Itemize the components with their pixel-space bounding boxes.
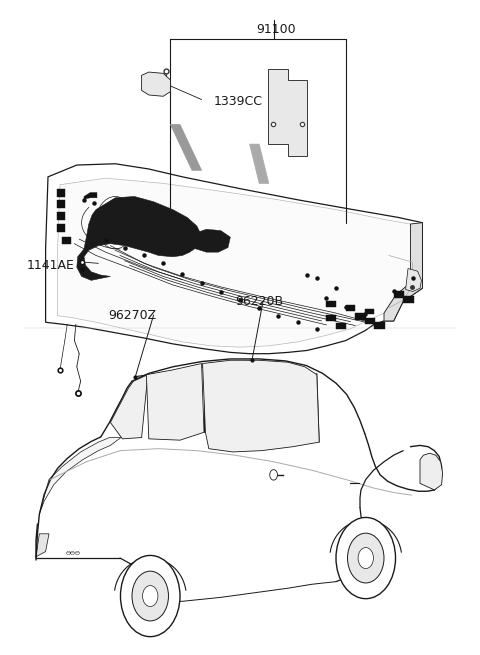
Circle shape <box>348 533 384 583</box>
Bar <box>57 189 65 196</box>
Polygon shape <box>110 375 148 439</box>
Polygon shape <box>384 223 422 321</box>
Bar <box>57 224 65 232</box>
Circle shape <box>132 571 168 621</box>
Bar <box>394 291 404 298</box>
Circle shape <box>358 548 373 569</box>
Polygon shape <box>203 360 319 452</box>
Bar <box>326 301 336 307</box>
Circle shape <box>336 517 396 599</box>
Polygon shape <box>146 364 204 440</box>
Polygon shape <box>36 534 49 557</box>
Polygon shape <box>46 164 422 354</box>
Polygon shape <box>268 69 307 156</box>
Circle shape <box>270 470 277 480</box>
Circle shape <box>96 196 134 249</box>
Polygon shape <box>142 72 170 96</box>
Circle shape <box>120 555 180 637</box>
Polygon shape <box>170 124 202 170</box>
Text: 96220B: 96220B <box>235 295 283 308</box>
Text: 1141AE: 1141AE <box>26 259 74 272</box>
Text: 96270Z: 96270Z <box>108 309 156 322</box>
Bar <box>346 305 355 311</box>
Polygon shape <box>250 144 269 183</box>
Bar <box>57 200 65 208</box>
Bar <box>326 315 336 321</box>
Bar <box>365 318 375 324</box>
Polygon shape <box>406 269 421 291</box>
Bar <box>374 322 385 329</box>
Bar <box>355 313 366 320</box>
Polygon shape <box>420 453 443 490</box>
Bar <box>336 323 346 329</box>
Text: 1339CC: 1339CC <box>214 95 263 108</box>
Polygon shape <box>187 229 230 252</box>
Bar <box>365 309 374 314</box>
Text: ΘΘΘ: ΘΘΘ <box>66 551 81 556</box>
Polygon shape <box>39 438 121 514</box>
Circle shape <box>143 586 158 607</box>
Polygon shape <box>77 196 202 280</box>
Bar <box>403 296 414 303</box>
Bar <box>62 237 71 244</box>
Polygon shape <box>58 178 410 347</box>
Text: 91100: 91100 <box>256 23 296 36</box>
Bar <box>57 212 65 220</box>
Polygon shape <box>84 193 97 199</box>
